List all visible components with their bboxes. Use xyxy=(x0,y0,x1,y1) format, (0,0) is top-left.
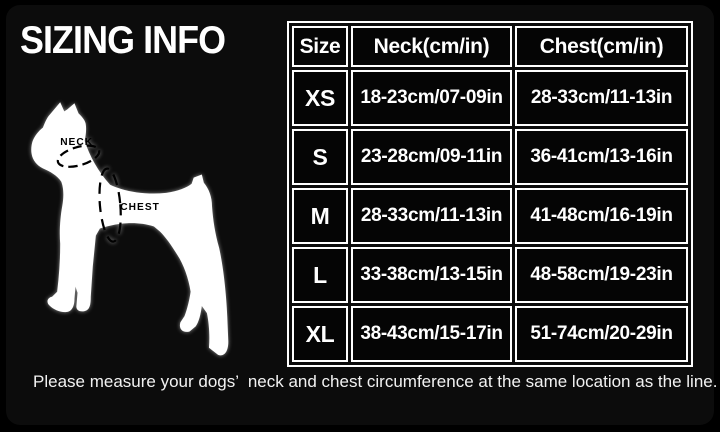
neck-value: 28-33cm/11-13in xyxy=(351,188,512,244)
dog-silhouette-icon: NECK CHEST xyxy=(31,102,229,356)
chest-measure-line xyxy=(98,167,122,243)
chest-value: 51-74cm/20-29in xyxy=(515,306,688,362)
chest-label: CHEST xyxy=(120,202,160,213)
neck-value: 23-28cm/09-11in xyxy=(351,129,512,185)
neck-measure-line xyxy=(56,144,101,168)
table-row-s: S 23-28cm/09-11in 36-41cm/13-16in xyxy=(292,129,688,185)
neck-value: 18-23cm/07-09in xyxy=(351,70,512,126)
header-chest: Chest(cm/in) xyxy=(515,26,688,67)
neck-value: 33-38cm/13-15in xyxy=(351,247,512,303)
neck-label: NECK xyxy=(60,137,93,148)
size-table-header-row: Size Neck(cm/in) Chest(cm/in) xyxy=(292,26,688,67)
table-row-m: M 28-33cm/11-13in 41-48cm/16-19in xyxy=(292,188,688,244)
header-neck: Neck(cm/in) xyxy=(351,26,512,67)
page-title: SIZING INFO xyxy=(20,19,226,62)
size-value: XS xyxy=(292,70,348,126)
size-value: S xyxy=(292,129,348,185)
table-row-l: L 33-38cm/13-15in 48-58cm/19-23in xyxy=(292,247,688,303)
table-row-xl: XL 38-43cm/15-17in 51-74cm/20-29in xyxy=(292,306,688,362)
chest-value: 36-41cm/13-16in xyxy=(515,129,688,185)
size-value: M xyxy=(292,188,348,244)
size-table: Size Neck(cm/in) Chest(cm/in) XS 18-23cm… xyxy=(287,21,693,367)
chest-value: 28-33cm/11-13in xyxy=(515,70,688,126)
header-size: Size xyxy=(292,26,348,67)
size-value: XL xyxy=(292,306,348,362)
neck-value: 38-43cm/15-17in xyxy=(351,306,512,362)
sizing-panel: SIZING INFO NECK CHEST Size Neck(cm/in) … xyxy=(6,5,717,425)
size-value: L xyxy=(292,247,348,303)
chest-value: 41-48cm/16-19in xyxy=(515,188,688,244)
table-row-xs: XS 18-23cm/07-09in 28-33cm/11-13in xyxy=(292,70,688,126)
dog-measurement-diagram: NECK CHEST xyxy=(28,91,233,361)
measurement-note: Please measure your dogs’ neck and chest… xyxy=(33,372,718,391)
chest-value: 48-58cm/19-23in xyxy=(515,247,688,303)
